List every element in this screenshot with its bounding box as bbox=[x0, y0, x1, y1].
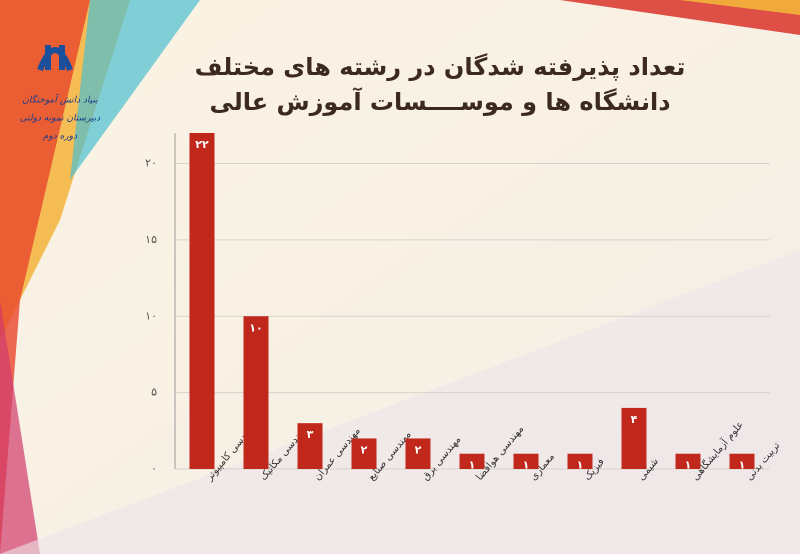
bar bbox=[405, 438, 431, 469]
bar bbox=[729, 453, 755, 469]
bar bbox=[513, 453, 539, 469]
y-tick-label: ۵ bbox=[151, 386, 157, 399]
decoration bbox=[0, 300, 40, 554]
bar bbox=[675, 453, 701, 469]
data-label: ۱ bbox=[685, 459, 692, 472]
decoration bbox=[680, 0, 800, 15]
bar bbox=[189, 133, 215, 469]
data-label: ۲ bbox=[361, 443, 368, 456]
data-label: ۱ bbox=[469, 459, 476, 472]
y-tick-label: ۲۰ bbox=[145, 157, 157, 170]
bar bbox=[621, 407, 647, 469]
y-tick-label: ۰ bbox=[151, 462, 157, 475]
data-label: ۱ bbox=[523, 459, 530, 472]
logo-text: دوره دوم bbox=[43, 132, 78, 142]
data-label: ۳ bbox=[307, 428, 314, 441]
logo-text: بنیاد دانش آموختگان bbox=[22, 94, 98, 106]
chart-title: تعداد پذیرفته شدگان در رشته های مختلف bbox=[195, 53, 686, 81]
bar bbox=[567, 453, 593, 469]
data-label: ۲۲ bbox=[195, 138, 209, 151]
data-label: ۱ bbox=[739, 459, 746, 472]
y-tick-label: ۱۵ bbox=[145, 233, 157, 246]
logo-text: دبیرستان نمونه دولتی bbox=[20, 114, 102, 124]
data-label: ۱۰ bbox=[249, 321, 262, 334]
logo bbox=[37, 45, 73, 72]
bar bbox=[243, 316, 269, 469]
data-label: ۲ bbox=[415, 443, 422, 456]
decoration bbox=[70, 0, 200, 180]
decoration bbox=[560, 0, 800, 35]
chart-subtitle: دانشگاه ها و موســــسات آموزش عالی bbox=[209, 87, 670, 116]
decoration bbox=[0, 0, 90, 554]
data-label: ۴ bbox=[631, 413, 638, 426]
bar bbox=[297, 423, 323, 469]
data-label: ۱ bbox=[577, 459, 584, 472]
bar bbox=[351, 438, 377, 469]
bar bbox=[459, 453, 485, 469]
decoration bbox=[0, 250, 800, 554]
y-tick-label: ۱۰ bbox=[145, 309, 157, 322]
